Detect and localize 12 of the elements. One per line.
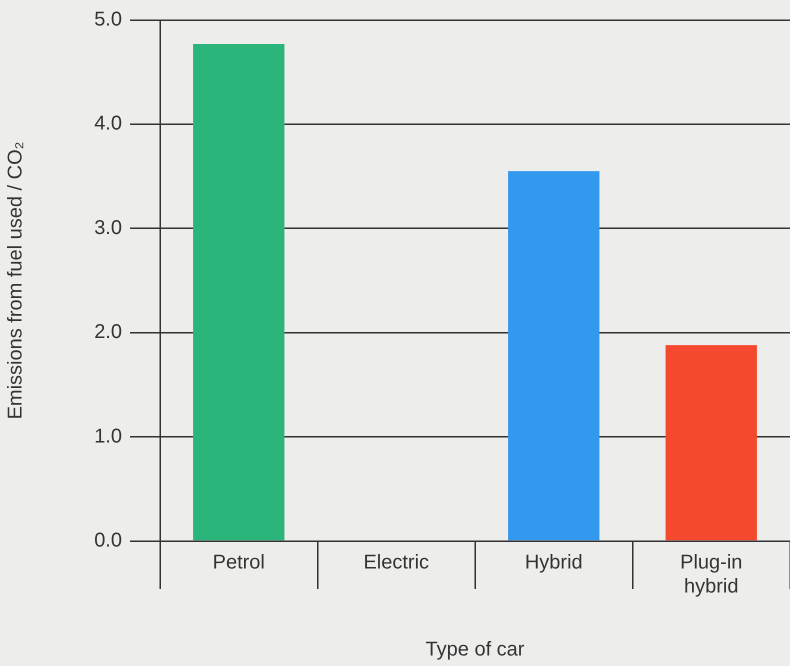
x-axis-title: Type of car [426,638,525,661]
y-tick-label: 3.0 [94,216,122,239]
y-tick-label: 4.0 [94,112,122,135]
y-tick-label: 5.0 [94,8,122,31]
y-axis-title: Emissions from fuel used / CO₂ [4,142,27,420]
y-tick-label: 2.0 [94,321,122,344]
x-tick-label: Electric [363,552,430,574]
y-tick-label: 0.0 [94,530,122,552]
x-tick-label: Plug-in hybrid [680,552,742,598]
y-tick-label: 1.0 [94,425,122,448]
x-tick-label: Hybrid [524,552,583,574]
x-tick-label: Petrol [212,552,265,574]
